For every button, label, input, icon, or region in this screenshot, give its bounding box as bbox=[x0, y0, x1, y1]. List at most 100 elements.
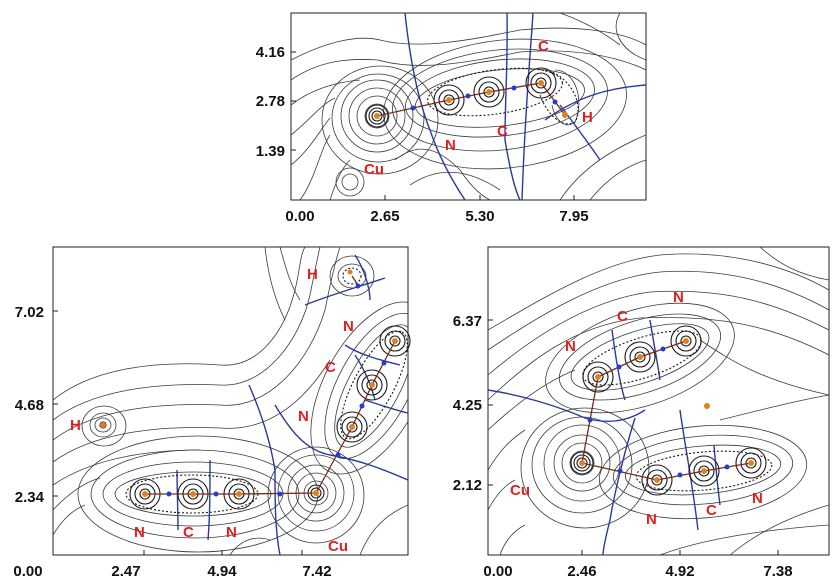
y-tick-label: 6.37 bbox=[453, 313, 482, 330]
bond-critical-point bbox=[616, 364, 622, 370]
nucleus-marker bbox=[142, 491, 148, 497]
panel-bl-x-tick-labels: 0.00 2.47 4.94 7.42 bbox=[13, 563, 331, 580]
atom-label: N bbox=[565, 338, 576, 355]
atom-label: N bbox=[134, 524, 145, 541]
bond-critical-point bbox=[465, 93, 471, 99]
y-tick-label: 1.39 bbox=[256, 143, 285, 160]
nucleus-marker bbox=[349, 424, 355, 430]
atom-label: C bbox=[325, 359, 336, 376]
x-tick-label: 2.47 bbox=[111, 563, 140, 580]
nucleus-marker bbox=[392, 338, 398, 344]
atom-label: N bbox=[343, 318, 354, 335]
panel-br-core-rings bbox=[570, 325, 773, 496]
atom-label: C bbox=[497, 123, 508, 140]
panel-top-frame bbox=[290, 12, 647, 201]
x-tick-label: 7.42 bbox=[302, 563, 331, 580]
atom-label: Cu bbox=[364, 161, 384, 178]
panel-top-bond-paths bbox=[376, 82, 566, 117]
bond-critical-point bbox=[277, 491, 283, 497]
panel-br-y-tick-labels: 6.37 4.25 2.12 bbox=[453, 313, 482, 494]
nucleus-marker bbox=[374, 113, 380, 119]
y-tick-label: 2.78 bbox=[256, 93, 285, 110]
atom-label: H bbox=[307, 266, 318, 283]
atom-label: Cu bbox=[328, 538, 348, 555]
bond-critical-point bbox=[359, 403, 365, 409]
nucleus-marker bbox=[486, 89, 492, 95]
panel-br-cu-contours bbox=[520, 407, 650, 529]
panel-bl-critical-points bbox=[100, 269, 398, 497]
panel-top-critical-points bbox=[374, 80, 568, 119]
panel-br-ligand-top-contours bbox=[545, 302, 735, 414]
nucleus-marker bbox=[538, 80, 544, 86]
panel-br-ticks bbox=[487, 319, 779, 555]
nucleus-marker bbox=[637, 354, 643, 360]
atom-label: C bbox=[538, 38, 549, 55]
panel-bl-zero-flux-surfaces bbox=[176, 254, 408, 555]
panel-top-background-contours bbox=[291, 13, 646, 200]
panel-bl-y-tick-labels: 7.02 4.68 2.34 bbox=[15, 304, 45, 506]
nucleus-marker bbox=[562, 112, 568, 118]
x-tick-label: 0.00 bbox=[13, 563, 42, 580]
panel-br-zero-flux-surfaces bbox=[488, 319, 721, 555]
atom-label: C bbox=[183, 524, 194, 541]
nucleus-marker bbox=[579, 460, 585, 466]
x-tick-label: 4.94 bbox=[207, 563, 237, 580]
x-tick-label: 0.00 bbox=[285, 208, 314, 225]
panel-bottom-left: 7.02 4.68 2.34 0.00 2.47 4.94 7.42 H N C… bbox=[13, 246, 411, 580]
panel-top-x-tick-labels: 0.00 2.65 5.30 7.95 bbox=[285, 208, 588, 225]
panel-br-ligand-bottom-contours bbox=[598, 424, 808, 520]
atom-label: C bbox=[706, 502, 717, 519]
atom-label: H bbox=[582, 109, 593, 126]
bond-critical-point bbox=[660, 346, 666, 352]
nucleus-marker bbox=[683, 338, 689, 344]
y-tick-label: 2.12 bbox=[453, 477, 482, 494]
bond-critical-point bbox=[587, 417, 593, 423]
bond-critical-point bbox=[724, 464, 730, 470]
panel-top-core-rings bbox=[365, 67, 579, 128]
x-tick-label: 4.92 bbox=[665, 563, 694, 580]
bond-critical-point bbox=[410, 105, 416, 111]
atom-label: N bbox=[298, 408, 309, 425]
x-tick-label: 5.30 bbox=[465, 208, 494, 225]
bond-critical-point bbox=[552, 99, 558, 105]
panel-bl-h-contours bbox=[81, 405, 127, 447]
panel-br-atom-labels: N C N Cu N C N bbox=[510, 289, 763, 528]
nucleus-marker bbox=[190, 491, 196, 497]
panel-top-cu-contours bbox=[321, 65, 439, 197]
bond-critical-point bbox=[355, 283, 361, 289]
x-tick-label: 2.46 bbox=[567, 563, 596, 580]
nucleus-marker bbox=[704, 403, 710, 409]
nucleus-marker bbox=[100, 422, 106, 428]
panel-br-critical-points bbox=[579, 338, 754, 483]
x-tick-label: 2.65 bbox=[370, 208, 399, 225]
atom-label: N bbox=[445, 137, 456, 154]
panel-bottom-left-frame bbox=[52, 246, 409, 556]
panel-top-atom-labels: C H C N Cu bbox=[364, 38, 593, 178]
panel-bottom-right: 6.37 4.25 2.12 0.00 2.46 4.92 7.38 N C N… bbox=[453, 246, 830, 580]
nucleus-marker bbox=[347, 269, 353, 275]
panel-top-y-tick-labels: 4.16 2.78 1.39 bbox=[256, 44, 285, 160]
panel-bl-ticks bbox=[52, 310, 303, 555]
x-tick-label: 7.95 bbox=[559, 208, 588, 225]
y-tick-label: 2.34 bbox=[15, 489, 45, 506]
bond-critical-point bbox=[213, 491, 219, 497]
x-tick-label: 0.00 bbox=[483, 563, 512, 580]
panel-br-bond-paths bbox=[581, 340, 752, 481]
bond-critical-point bbox=[511, 85, 517, 91]
y-tick-label: 4.25 bbox=[453, 397, 482, 414]
y-tick-label: 4.68 bbox=[15, 397, 44, 414]
panel-bl-atom-labels: H N C N H N C N Cu bbox=[70, 266, 354, 555]
nucleus-marker bbox=[446, 97, 452, 103]
nucleus-marker bbox=[701, 468, 707, 474]
nucleus-marker bbox=[369, 382, 375, 388]
nucleus-marker bbox=[595, 374, 601, 380]
atom-label: H bbox=[70, 417, 81, 434]
panel-br-background-contours bbox=[488, 247, 829, 555]
atom-label: N bbox=[226, 524, 237, 541]
nucleus-marker bbox=[748, 460, 754, 466]
panel-bottom-right-frame bbox=[487, 246, 830, 556]
panel-top: 4.16 2.78 1.39 0.00 2.65 5.30 7.95 C H C… bbox=[256, 12, 647, 225]
atom-label: N bbox=[673, 289, 684, 306]
x-tick-label: 7.38 bbox=[763, 563, 792, 580]
